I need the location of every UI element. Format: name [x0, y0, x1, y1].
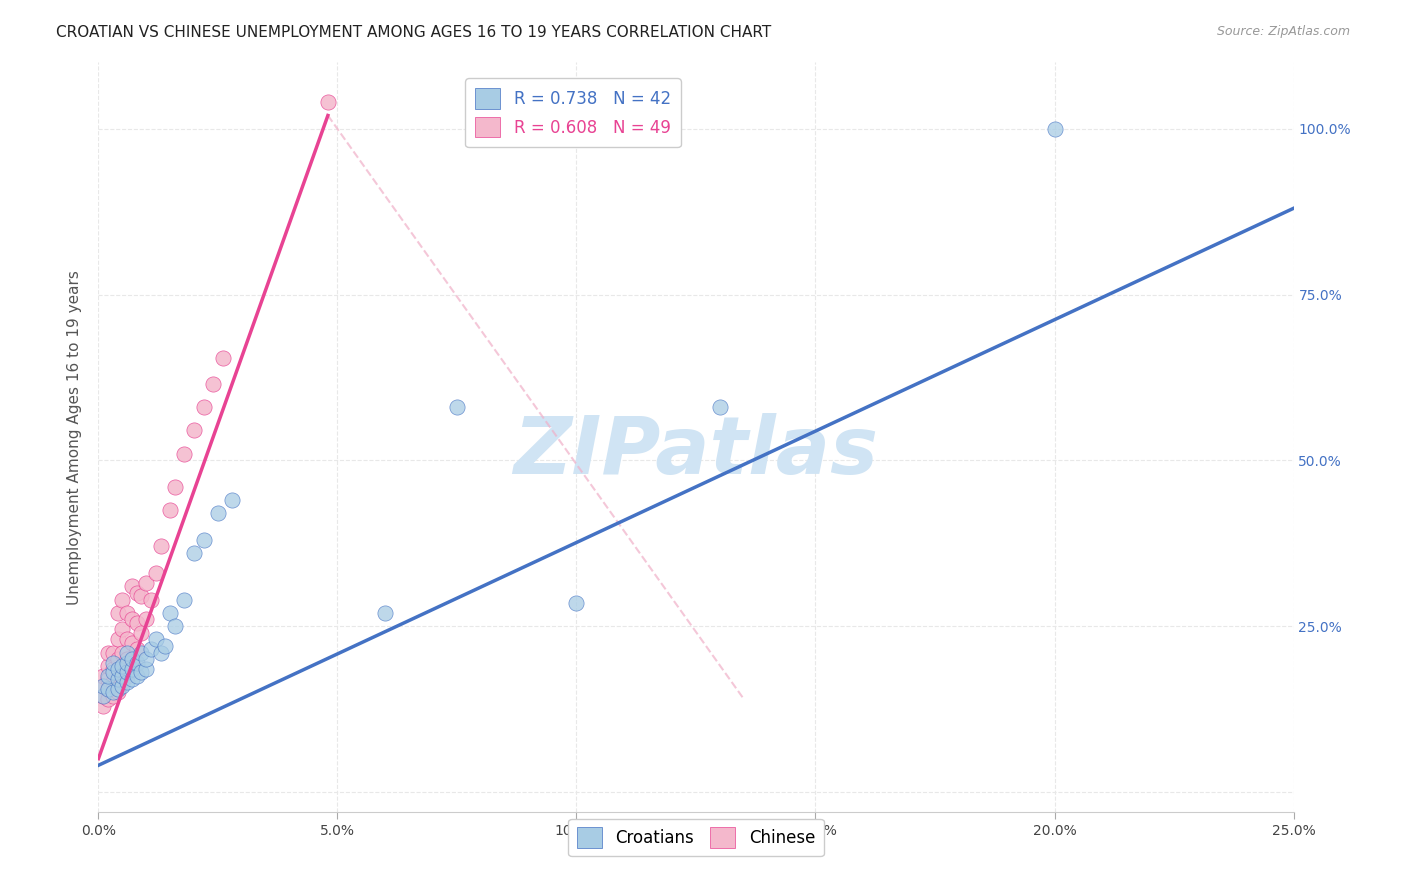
Point [97, 681, 120, 696]
Point [111, 646, 134, 660]
Point [125, 615, 148, 630]
Point [149, 646, 172, 660]
Point [107, 669, 129, 683]
Point [193, 533, 215, 547]
Point [97, 681, 120, 696]
Point [125, 656, 148, 670]
Point [101, 665, 124, 680]
Point [135, 662, 157, 676]
Point [107, 652, 129, 666]
Point [121, 579, 143, 593]
Point [107, 606, 129, 620]
Point [115, 656, 138, 670]
Point [115, 675, 138, 690]
Point [1043, 121, 1066, 136]
Point [131, 646, 153, 660]
Point [111, 679, 134, 693]
Point [135, 652, 157, 666]
Point [145, 566, 167, 580]
Text: Source: ZipAtlas.com: Source: ZipAtlas.com [1216, 25, 1350, 38]
Point [565, 596, 588, 610]
Point [115, 632, 138, 647]
Point [221, 493, 243, 508]
Point [115, 669, 138, 683]
Point [111, 658, 134, 673]
Point [125, 669, 148, 683]
Point [709, 401, 731, 415]
Point [173, 592, 195, 607]
Point [91, 669, 114, 683]
Point [316, 95, 339, 110]
Point [91, 679, 114, 693]
Point [207, 506, 229, 520]
Point [131, 665, 153, 680]
Point [121, 656, 143, 670]
Point [121, 612, 143, 626]
Point [97, 692, 120, 706]
Point [111, 669, 134, 683]
Point [125, 642, 148, 657]
Point [115, 646, 138, 660]
Point [135, 576, 157, 591]
Point [101, 675, 124, 690]
Point [101, 646, 124, 660]
Point [139, 592, 162, 607]
Point [125, 586, 148, 600]
Point [121, 672, 143, 686]
Point [101, 656, 124, 670]
Point [107, 662, 129, 676]
Point [111, 592, 134, 607]
Point [183, 546, 205, 560]
Point [97, 672, 120, 686]
Point [159, 503, 181, 517]
Point [374, 606, 396, 620]
Point [107, 632, 129, 647]
Text: ZIPatlas: ZIPatlas [513, 413, 879, 491]
Legend: Croatians, Chinese: Croatians, Chinese [568, 819, 824, 855]
Point [163, 480, 186, 494]
Point [97, 646, 120, 660]
Point [121, 652, 143, 666]
Point [101, 689, 124, 703]
Point [446, 401, 468, 415]
Point [159, 606, 181, 620]
Point [107, 672, 129, 686]
Point [131, 589, 153, 603]
Point [91, 689, 114, 703]
Point [121, 635, 143, 649]
Point [101, 662, 124, 676]
Point [163, 619, 186, 633]
Point [91, 689, 114, 703]
Point [111, 623, 134, 637]
Point [139, 642, 162, 657]
Point [107, 685, 129, 699]
Point [173, 447, 195, 461]
Point [111, 675, 134, 690]
Point [193, 401, 215, 415]
Point [211, 351, 233, 365]
Point [121, 662, 143, 676]
Y-axis label: Unemployment Among Ages 16 to 19 years: Unemployment Among Ages 16 to 19 years [67, 269, 83, 605]
Point [97, 658, 120, 673]
Point [149, 540, 172, 554]
Point [101, 685, 124, 699]
Point [183, 424, 205, 438]
Point [115, 606, 138, 620]
Point [97, 669, 120, 683]
Point [131, 625, 153, 640]
Point [202, 377, 225, 392]
Point [91, 679, 114, 693]
Point [91, 698, 114, 713]
Point [145, 632, 167, 647]
Point [155, 639, 177, 653]
Text: CROATIAN VS CHINESE UNEMPLOYMENT AMONG AGES 16 TO 19 YEARS CORRELATION CHART: CROATIAN VS CHINESE UNEMPLOYMENT AMONG A… [56, 25, 772, 40]
Point [135, 612, 157, 626]
Point [107, 681, 129, 696]
Point [115, 652, 138, 666]
Point [115, 665, 138, 680]
Point [111, 662, 134, 676]
